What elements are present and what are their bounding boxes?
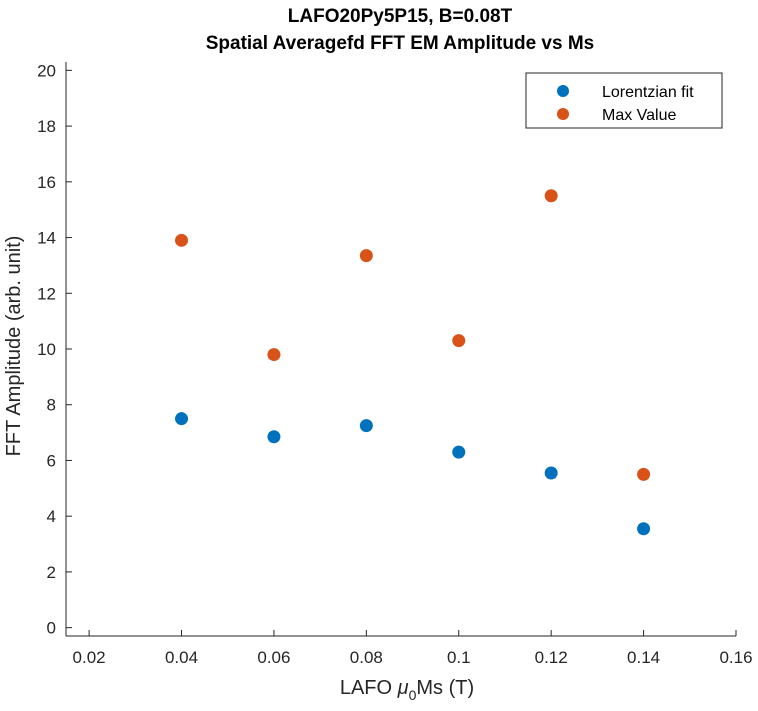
y-tick-label: 8 [47,396,56,415]
legend-label-max-value: Max Value [602,107,677,124]
data-point-max-value [359,249,373,263]
legend-marker-max-value [557,108,569,120]
x-tick-label: 0.04 [165,648,198,667]
x-tick-label: 0.02 [73,648,106,667]
x-tick-label: 0.14 [627,648,660,667]
data-point-max-value [452,334,466,348]
data-point-lorentzian-fit [175,412,189,426]
data-point-max-value [175,233,189,247]
legend-marker-lorentzian-fit [557,85,569,97]
x-axis-label: LAFO μ0Ms (T) [340,677,474,703]
data-point-lorentzian-fit [267,430,281,444]
data-points [175,189,651,536]
y-tick-label: 18 [37,117,56,136]
data-point-lorentzian-fit [452,445,466,459]
y-tick-label: 20 [37,61,56,80]
y-axis-ticks: 0 2 4 6 8 10 12 14 16 18 20 [37,61,72,638]
x-tick-label: 0.12 [535,648,568,667]
data-point-lorentzian-fit [544,466,558,480]
data-point-max-value [267,348,281,362]
y-tick-label: 0 [47,619,56,638]
y-tick-label: 16 [37,173,56,192]
legend: Lorentzian fit Max Value [525,72,723,129]
legend-box [525,72,723,129]
y-tick-label: 2 [47,563,56,582]
x-tick-label: 0.06 [257,648,290,667]
chart-title-line-2: Spatial Averagefd FFT EM Amplitude vs Ms [206,33,595,54]
x-tick-label: 0.1 [447,648,471,667]
y-tick-label: 10 [37,340,56,359]
y-axis-label: FFT Amplitude (arb. unit) [3,236,25,457]
y-tick-label: 14 [37,229,56,248]
x-axis-ticks: 0.02 0.04 0.06 0.08 0.1 0.12 0.14 0.16 [73,630,753,667]
data-point-max-value [544,189,558,203]
legend-label-lorentzian-fit: Lorentzian fit [602,84,694,101]
data-point-lorentzian-fit [359,419,373,433]
y-tick-label: 4 [47,507,56,526]
y-tick-label: 6 [47,451,56,470]
data-point-lorentzian-fit [637,522,651,536]
plot-axes [65,62,736,637]
chart-title-line-1: LAFO20Py5P15, B=0.08T [288,6,513,27]
x-tick-label: 0.16 [719,648,752,667]
data-point-max-value [637,467,651,481]
y-tick-label: 12 [37,284,56,303]
x-tick-label: 0.08 [350,648,383,667]
